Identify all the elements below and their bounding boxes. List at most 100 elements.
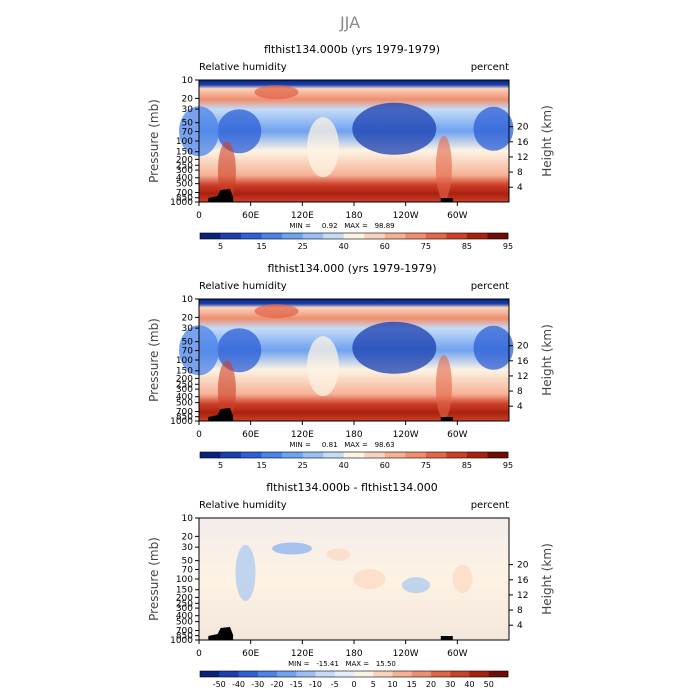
y-tick-label: 250: [176, 161, 193, 171]
y2-tick-label: 8: [517, 168, 523, 178]
y-tick-label: 10: [182, 514, 194, 524]
y-tick-label: 700: [176, 408, 193, 418]
colorbar-label: -50: [213, 680, 226, 689]
colorbar-label: 20: [426, 680, 436, 689]
y-tick-label: 20: [182, 94, 194, 104]
colorbar-label: 95: [503, 461, 513, 470]
y-axis-title: Pressure (mb): [147, 318, 161, 402]
colorbar-label: 15: [407, 680, 417, 689]
min-max-stats: MIN = 0.92 MAX = 98.89: [289, 222, 394, 230]
field-label: Relative humidity: [199, 62, 287, 73]
y-axis-title: Pressure (mb): [147, 99, 161, 183]
colorbar-swatch: [238, 671, 259, 677]
contour-blob: [473, 325, 514, 370]
colorbar-swatch: [220, 452, 242, 458]
colorbar-label: 60: [380, 461, 390, 470]
colorbar-label: 25: [298, 242, 308, 251]
colorbar-swatch: [257, 671, 278, 677]
terrain-mask: [208, 189, 234, 202]
colorbar-swatch: [425, 233, 447, 239]
y-tick-label: 50: [182, 119, 194, 129]
colorbar-frame: [199, 451, 509, 459]
colorbar-swatch: [446, 233, 468, 239]
colorbar-swatch: [200, 233, 221, 239]
contour-blob: [435, 354, 452, 419]
y-tick-label: 300: [176, 604, 193, 614]
x-tick-label: 60E: [242, 649, 259, 659]
y2-tick-label: 20: [517, 123, 529, 133]
colorbar-label: 75: [421, 461, 431, 470]
contour-blob: [353, 569, 386, 589]
y2-tick-label: 12: [517, 591, 528, 601]
colorbar-label: 40: [464, 680, 474, 689]
y-tick-label: 100: [176, 356, 193, 366]
colorbar-swatch: [296, 671, 316, 677]
y-tick-label: 850: [176, 632, 193, 642]
y-tick-label: 500: [176, 399, 193, 409]
colorbar-swatch: [384, 233, 406, 239]
y-tick-label: 300: [176, 385, 193, 395]
y2-tick-label: 4: [517, 621, 523, 631]
x-tick-label: 120W: [393, 430, 419, 440]
y-tick-label: 10: [182, 295, 194, 305]
colorbar-label: -10: [309, 680, 322, 689]
colorbar-swatch: [200, 452, 221, 458]
terrain-mask: [440, 417, 453, 421]
y-tick-label: 50: [182, 557, 194, 567]
colorbar-swatch: [302, 233, 324, 239]
x-tick-label: 120W: [393, 649, 419, 659]
y-tick-label: 200: [176, 374, 193, 384]
y-tick-label: 1000: [170, 636, 193, 646]
y-tick-label: 1000: [170, 198, 193, 208]
contour-blob: [452, 565, 473, 593]
y2-axis-title: Height (km): [540, 105, 554, 176]
y-tick-label: 30: [182, 324, 194, 334]
y-tick-label: 70: [182, 566, 194, 576]
colorbar-swatch: [405, 233, 427, 239]
x-tick-label: 60W: [447, 211, 467, 221]
y-tick-label: 150: [176, 148, 193, 158]
x-tick-label: 120E: [291, 211, 314, 221]
y-tick-label: 100: [176, 575, 193, 585]
contour-blob: [352, 102, 437, 155]
x-tick-label: 180: [345, 211, 362, 221]
colorbar-label: 30: [445, 680, 455, 689]
colorbar-swatch: [392, 671, 413, 677]
colorbar-label: 5: [218, 242, 223, 251]
colorbar-swatch: [425, 452, 447, 458]
y2-tick-label: 4: [517, 183, 523, 193]
colorbar-swatch: [261, 233, 283, 239]
colorbar-label: -20: [270, 680, 283, 689]
y-tick-label: 50: [182, 338, 194, 348]
y-tick-label: 30: [182, 543, 194, 553]
field-label: Relative humidity: [199, 281, 287, 292]
contour-blob: [435, 135, 452, 200]
y-tick-label: 150: [176, 586, 193, 596]
y2-tick-label: 12: [517, 372, 528, 382]
colorbar-swatch: [446, 452, 468, 458]
colorbar-swatch: [488, 671, 509, 677]
chart-panel-2: flthist134.000 (yrs 1979-1979) Relative h…: [147, 262, 554, 470]
contour-blob: [473, 106, 514, 151]
y2-tick-label: 16: [517, 576, 529, 586]
contour-blob: [235, 544, 256, 601]
colorbar-swatch: [323, 233, 345, 239]
x-tick-label: 60E: [242, 430, 259, 440]
min-max-stats: MIN = 0.81 MAX = 98.63: [289, 441, 394, 449]
min-max-stats: MIN = -15.41 MAX = 15.50: [288, 660, 396, 668]
colorbar-label: -30: [251, 680, 264, 689]
colorbar-swatch: [343, 233, 365, 239]
colorbar-swatch: [200, 671, 220, 677]
colorbar-swatch: [277, 671, 297, 677]
contour-blob: [272, 542, 312, 555]
y2-tick-label: 20: [517, 561, 529, 571]
colorbar-swatch: [261, 452, 283, 458]
x-tick-label: 0: [196, 649, 202, 659]
y-tick-label: 700: [176, 189, 193, 199]
colorbar-swatch: [354, 671, 374, 677]
terrain-mask: [208, 408, 234, 421]
y-tick-label: 400: [176, 612, 193, 622]
figure-title: JJA: [339, 13, 360, 32]
x-tick-label: 60W: [447, 430, 467, 440]
x-tick-label: 0: [196, 430, 202, 440]
